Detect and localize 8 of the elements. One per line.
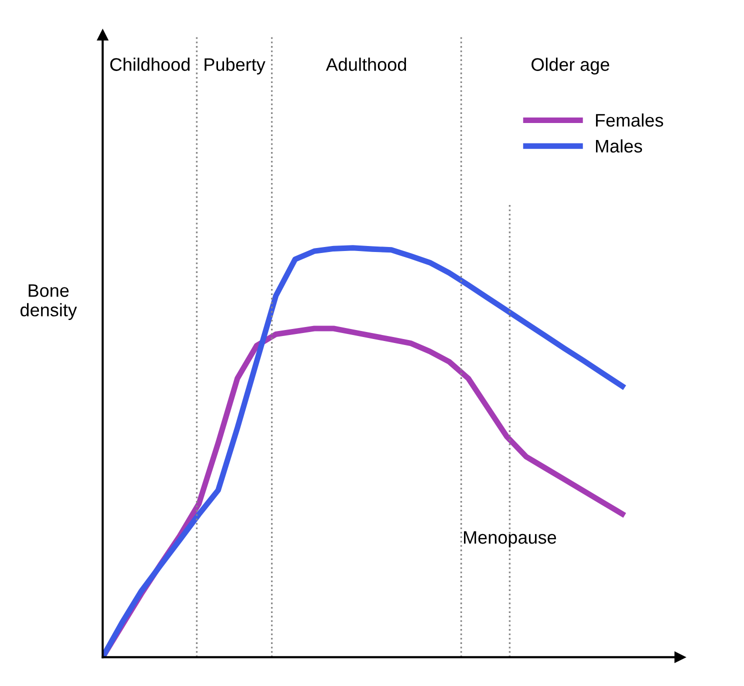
text: Older age (532, 58, 610, 75)
text: Adulthood (326, 58, 406, 71)
y-axis-title: Bone density (20, 284, 77, 320)
legend-label: Females (596, 113, 664, 127)
text: Puberty (204, 58, 266, 75)
text: Childhood (110, 58, 190, 71)
legend-label: Males (596, 139, 642, 153)
annotation: Menopause (464, 531, 556, 548)
